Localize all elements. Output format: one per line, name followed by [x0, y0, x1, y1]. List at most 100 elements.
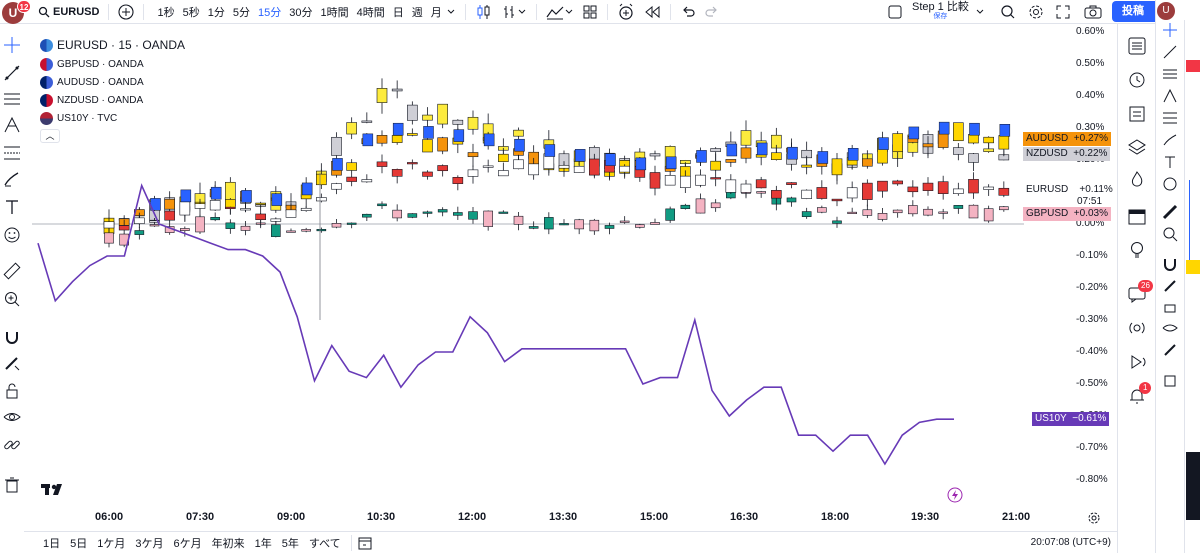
- pitchfork-icon[interactable]: [1162, 88, 1178, 104]
- magnet-icon[interactable]: [1162, 256, 1178, 272]
- range-6m[interactable]: 6ケ月: [173, 537, 202, 550]
- range-ytd[interactable]: 年初来: [211, 537, 245, 550]
- lock-icon[interactable]: [3, 382, 21, 400]
- crosshair-icon[interactable]: [3, 36, 21, 54]
- trend-line-icon[interactable]: [1162, 44, 1178, 60]
- range-1y[interactable]: 1年: [254, 537, 272, 550]
- legend-audusd[interactable]: AUDUSD · OANDA: [40, 73, 185, 91]
- layers-icon[interactable]: [1127, 137, 1147, 157]
- lock-pencil-icon[interactable]: [1162, 278, 1178, 294]
- time-tick-label: 15:00: [640, 511, 669, 523]
- redo-button[interactable]: [700, 0, 724, 24]
- quick-search-button[interactable]: [996, 0, 1020, 24]
- layout-menu[interactable]: Step 1 比較 保存: [884, 0, 989, 24]
- interval-day[interactable]: 日: [392, 6, 404, 19]
- goto-date-icon[interactable]: [357, 536, 373, 550]
- link-icon[interactable]: [1162, 342, 1178, 358]
- legend-gbpusd[interactable]: GBPUSD · OANDA: [40, 55, 185, 73]
- text-icon[interactable]: [3, 198, 21, 216]
- audusd-candle: [467, 152, 479, 158]
- indicators-button[interactable]: [542, 0, 578, 24]
- replay-button[interactable]: [639, 0, 665, 24]
- lightning-icon[interactable]: [947, 487, 963, 503]
- interval-15m[interactable]: 15分: [257, 6, 282, 19]
- snapshot-button[interactable]: [1080, 0, 1106, 24]
- broadcast-icon[interactable]: [1127, 318, 1147, 338]
- watchlist-icon[interactable]: [1127, 36, 1147, 56]
- smiley-icon[interactable]: [3, 226, 21, 244]
- legend-main[interactable]: EURUSD · 15 · OANDA: [40, 35, 185, 55]
- gbpusd-candle: [892, 209, 903, 214]
- interval-1h[interactable]: 1時間: [320, 6, 349, 19]
- link-icon[interactable]: [3, 436, 21, 454]
- range-5d[interactable]: 5日: [70, 537, 88, 550]
- play-stream-icon[interactable]: [1127, 352, 1147, 372]
- range-1m[interactable]: 1ケ月: [97, 537, 126, 550]
- interval-30m[interactable]: 30分: [289, 6, 313, 19]
- zoom-in-icon[interactable]: [3, 290, 21, 308]
- calendar-icon[interactable]: [1127, 206, 1147, 226]
- horizontal-lines-icon[interactable]: [3, 90, 21, 108]
- data-window-icon[interactable]: [1127, 104, 1147, 124]
- user-avatar[interactable]: U: [1157, 2, 1175, 20]
- ruler-icon[interactable]: [3, 262, 21, 280]
- clock[interactable]: 20:07:08 (UTC+9): [1030, 537, 1111, 548]
- notification-bell-icon[interactable]: [1127, 386, 1147, 406]
- interval-week[interactable]: 週: [411, 6, 423, 19]
- fib-retracement-icon[interactable]: [1162, 110, 1178, 126]
- pitchfork-icon[interactable]: [3, 116, 21, 134]
- chart-type-button[interactable]: [471, 0, 497, 24]
- fib-retracement-icon[interactable]: [3, 144, 21, 162]
- interval-5s[interactable]: 5秒: [182, 6, 200, 19]
- trend-line-icon[interactable]: [3, 64, 21, 82]
- range-5y[interactable]: 5年: [281, 537, 299, 550]
- legend-collapse-button[interactable]: ︿: [40, 129, 60, 143]
- range-1d[interactable]: 1日: [43, 537, 61, 550]
- alert-button[interactable]: [613, 0, 639, 24]
- lock-pencil-icon[interactable]: [3, 354, 21, 372]
- range-all[interactable]: すべて: [308, 537, 341, 550]
- idea-lightbulb-icon[interactable]: [1127, 240, 1147, 260]
- text-icon[interactable]: [1162, 154, 1178, 170]
- symbol-search[interactable]: EURUSD: [34, 0, 103, 24]
- zoom-in-icon[interactable]: [1162, 226, 1178, 242]
- interval-month[interactable]: 月: [430, 6, 442, 19]
- brush-icon[interactable]: [3, 170, 21, 188]
- axis-settings-icon[interactable]: [1087, 511, 1101, 525]
- horizontal-lines-icon[interactable]: [1162, 66, 1178, 82]
- settings-button[interactable]: [1024, 0, 1048, 24]
- range-3m[interactable]: 3ケ月: [135, 537, 164, 550]
- chevron-down-icon[interactable]: [446, 7, 456, 17]
- trash-icon[interactable]: [3, 476, 21, 494]
- user-avatar[interactable]: U 12: [2, 0, 31, 24]
- interval-1m[interactable]: 1分: [207, 6, 225, 19]
- gbpusd-candle: [908, 205, 918, 215]
- bar-chart-button[interactable]: [497, 0, 531, 24]
- chat-icon[interactable]: [1127, 284, 1147, 304]
- smiley-icon[interactable]: [1162, 176, 1178, 192]
- interval-4h[interactable]: 4時間: [356, 6, 385, 19]
- brush-icon[interactable]: [1162, 132, 1178, 148]
- compare-button[interactable]: [114, 0, 138, 24]
- crosshair-icon[interactable]: [1162, 22, 1178, 38]
- lock-icon[interactable]: [1162, 298, 1178, 314]
- ruler-icon[interactable]: [1162, 204, 1178, 220]
- time-tick-label: 16:30: [730, 511, 759, 523]
- gbpusd-candle: [847, 211, 857, 214]
- fullscreen-button[interactable]: [1052, 0, 1074, 24]
- interval-5m[interactable]: 5分: [232, 6, 250, 19]
- legend-nzdusd[interactable]: NZDUSD · OANDA: [40, 91, 185, 109]
- price-chart[interactable]: [24, 25, 1117, 531]
- hotlist-flame-icon[interactable]: [1127, 170, 1147, 190]
- legend-us10y[interactable]: US10Y · TVC: [40, 109, 185, 127]
- trash-icon[interactable]: [1162, 372, 1178, 388]
- templates-button[interactable]: [578, 0, 602, 24]
- magnet-icon[interactable]: [3, 328, 21, 346]
- undo-button[interactable]: [676, 0, 700, 24]
- eye-icon[interactable]: [1162, 320, 1178, 336]
- eurusd-candle: [209, 200, 221, 211]
- eye-icon[interactable]: [3, 408, 21, 426]
- alarm-clock-icon[interactable]: [1127, 69, 1147, 89]
- interval-1s[interactable]: 1秒: [157, 6, 175, 19]
- post-button[interactable]: 投稿: [1112, 1, 1164, 22]
